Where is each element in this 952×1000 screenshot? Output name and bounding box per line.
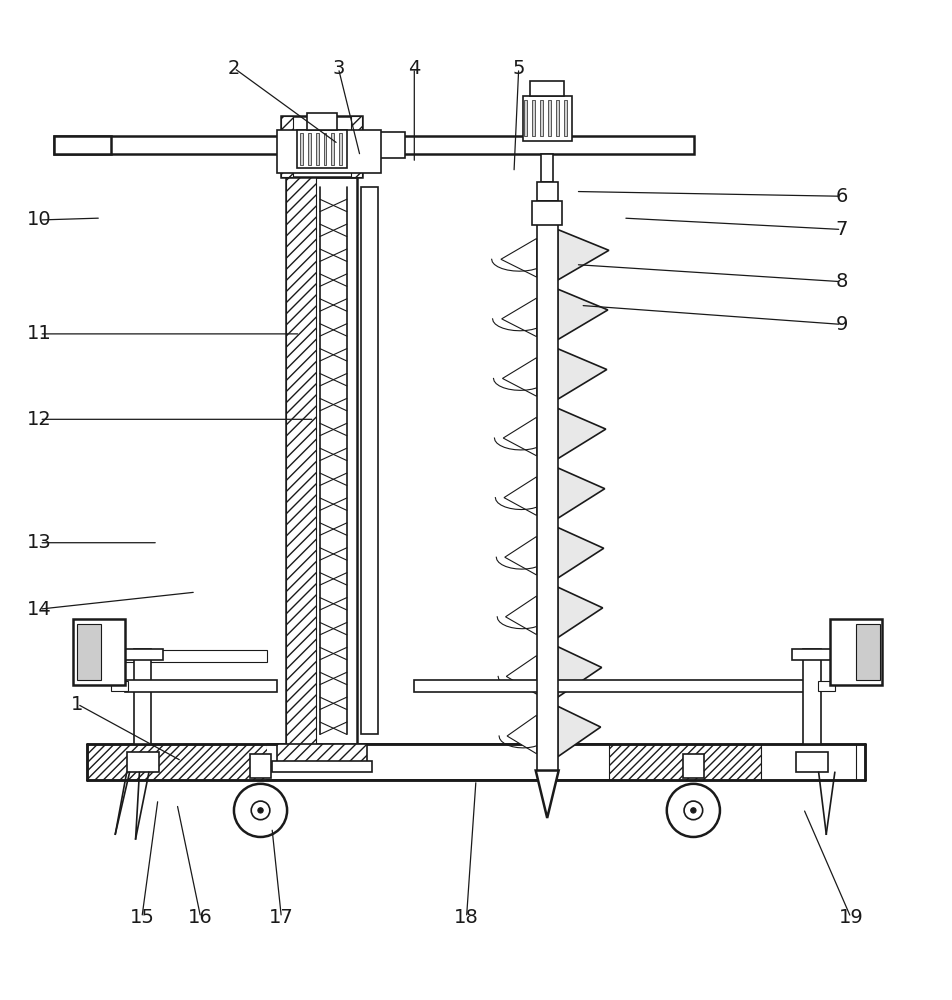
Polygon shape — [558, 289, 608, 340]
Polygon shape — [558, 587, 603, 638]
Bar — [537, 201, 558, 771]
Text: 2: 2 — [228, 59, 240, 78]
Bar — [792, 649, 832, 660]
Bar — [307, 113, 337, 130]
Bar — [277, 130, 381, 173]
Bar — [53, 136, 110, 154]
Polygon shape — [558, 527, 604, 578]
Bar — [803, 649, 821, 744]
Polygon shape — [505, 536, 537, 575]
Bar — [556, 100, 560, 136]
Text: 4: 4 — [408, 59, 421, 78]
Bar — [856, 624, 880, 680]
Bar — [282, 116, 362, 177]
Text: 16: 16 — [188, 908, 213, 927]
Text: 8: 8 — [835, 272, 847, 291]
Bar — [548, 100, 551, 136]
Circle shape — [684, 801, 703, 820]
Text: 9: 9 — [835, 315, 847, 334]
Text: 10: 10 — [27, 210, 51, 229]
Bar — [523, 96, 572, 141]
Polygon shape — [507, 715, 537, 754]
Bar — [282, 116, 293, 177]
Bar — [125, 650, 268, 662]
Text: 12: 12 — [27, 410, 51, 429]
Bar — [272, 761, 371, 772]
Bar — [362, 132, 405, 158]
Bar — [818, 681, 835, 691]
Text: 11: 11 — [27, 324, 51, 343]
Bar — [316, 133, 319, 165]
Bar — [796, 752, 828, 772]
Bar — [287, 177, 316, 744]
Bar — [350, 116, 362, 177]
Circle shape — [251, 801, 269, 820]
Text: 7: 7 — [835, 220, 847, 239]
Text: 18: 18 — [454, 908, 479, 927]
Text: 14: 14 — [27, 600, 51, 619]
Text: 3: 3 — [332, 59, 345, 78]
Bar — [532, 100, 535, 136]
Bar — [525, 100, 527, 136]
Circle shape — [691, 808, 696, 813]
Text: 1: 1 — [71, 695, 84, 714]
Polygon shape — [506, 656, 537, 694]
Circle shape — [666, 784, 720, 837]
Polygon shape — [558, 468, 605, 518]
Bar — [123, 649, 163, 660]
Bar — [250, 754, 271, 778]
Bar — [110, 681, 128, 691]
Bar — [53, 136, 694, 154]
Polygon shape — [504, 417, 537, 456]
Bar — [414, 680, 813, 692]
Bar — [287, 177, 357, 744]
Polygon shape — [506, 596, 537, 635]
Bar — [361, 187, 378, 734]
Bar — [72, 619, 125, 685]
Polygon shape — [558, 706, 601, 757]
Bar — [87, 744, 268, 780]
Polygon shape — [501, 238, 537, 277]
Bar — [537, 182, 558, 201]
Bar — [324, 133, 327, 165]
Text: 19: 19 — [839, 908, 863, 927]
Bar — [830, 619, 883, 685]
Bar — [532, 201, 563, 225]
Bar — [297, 130, 347, 168]
Polygon shape — [503, 358, 537, 396]
Text: 17: 17 — [269, 908, 294, 927]
Text: 15: 15 — [129, 908, 154, 927]
Polygon shape — [536, 771, 559, 818]
Polygon shape — [558, 349, 606, 399]
Bar — [339, 133, 342, 165]
Text: 5: 5 — [512, 59, 525, 78]
Circle shape — [258, 808, 263, 813]
Bar — [541, 100, 544, 136]
Circle shape — [234, 784, 288, 837]
Bar — [268, 744, 704, 780]
Bar — [761, 744, 856, 780]
Bar — [542, 154, 553, 182]
Polygon shape — [558, 647, 602, 697]
Bar — [301, 133, 303, 165]
Polygon shape — [558, 408, 605, 459]
Polygon shape — [502, 298, 537, 337]
Bar — [277, 744, 367, 763]
Text: 13: 13 — [27, 533, 51, 552]
Bar — [683, 754, 704, 778]
Bar — [331, 133, 334, 165]
Bar — [134, 649, 151, 744]
Polygon shape — [558, 229, 609, 280]
Bar — [77, 624, 101, 680]
Bar — [308, 133, 311, 165]
Bar — [125, 680, 277, 692]
Bar — [609, 744, 761, 780]
Bar — [530, 81, 565, 96]
Text: 6: 6 — [835, 187, 847, 206]
Polygon shape — [504, 477, 537, 516]
Bar — [565, 100, 567, 136]
Bar — [127, 752, 159, 772]
